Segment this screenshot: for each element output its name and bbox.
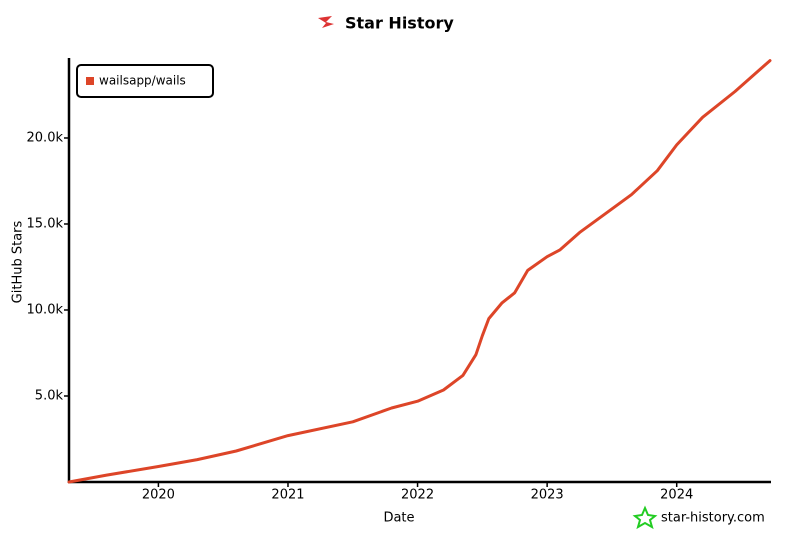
- x-tick-label: 2022: [401, 488, 434, 503]
- legend-swatch: [86, 77, 94, 85]
- x-axis-label: Date: [383, 511, 414, 526]
- legend-box: [76, 64, 214, 98]
- x-tick-label: 2023: [531, 488, 564, 503]
- y-tick-label: 20.0k: [27, 130, 64, 145]
- title-icon: [318, 16, 334, 28]
- y-tick-label: 5.0k: [35, 388, 64, 403]
- watermark-icon: [632, 505, 658, 530]
- y-axis-label: GitHub Stars: [11, 220, 26, 303]
- chart-title: Star History: [345, 14, 454, 33]
- x-tick-label: 2020: [142, 488, 175, 503]
- x-tick-label: 2024: [660, 488, 693, 503]
- line: [67, 59, 772, 484]
- x-tick-label: 2021: [271, 488, 304, 503]
- legend-label: wailsapp/wails: [99, 74, 186, 88]
- y-tick-label: 10.0k: [27, 302, 64, 317]
- watermark: star-history.com: [661, 511, 765, 526]
- y-tick-label: 15.0k: [27, 216, 64, 231]
